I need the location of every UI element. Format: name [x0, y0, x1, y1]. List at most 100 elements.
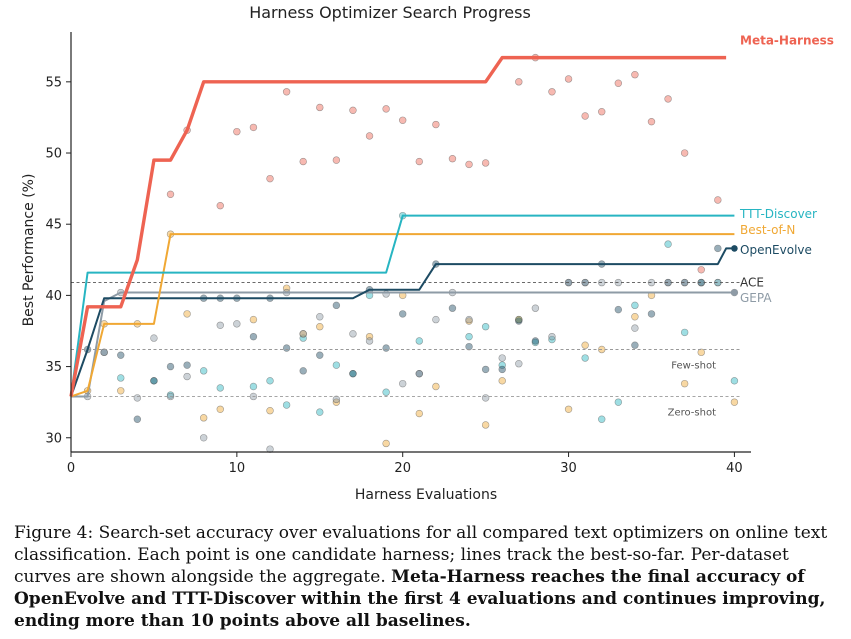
scatter-point-1-5	[249, 382, 258, 391]
scatter-point-1-3	[199, 367, 208, 375]
scatter-point-0-2	[216, 201, 224, 210]
scatter-point-3-25	[498, 365, 506, 374]
scatter-layer	[83, 53, 739, 453]
scatter-point-0-30	[697, 266, 705, 274]
series-label-gepa: GEPA	[740, 291, 772, 305]
y-tick-label-45: 45	[45, 218, 62, 233]
scatter-point-0-31	[714, 196, 722, 204]
scatter-point-2-17	[415, 409, 423, 418]
y-tick-label-55: 55	[45, 75, 62, 90]
scatter-point-3-12	[282, 344, 291, 352]
scatter-point-2-26	[631, 313, 639, 321]
series-line-ttt-discover	[70, 214, 735, 397]
scatter-point-0-19	[515, 78, 523, 86]
scatter-point-3-4	[150, 377, 158, 385]
scatter-point-0-26	[631, 71, 639, 79]
scatter-point-1-10	[332, 361, 341, 369]
figure-caption: Figure 4: Search-set accuracy over evalu…	[14, 522, 840, 632]
x-tick-label-30: 30	[560, 461, 577, 476]
series-label-meta-harness: Meta-Harness	[740, 34, 834, 48]
scatter-point-1-27	[680, 328, 689, 337]
series-line-meta-harness	[69, 55, 727, 397]
scatter-point-1-22	[581, 354, 589, 362]
scatter-point-0-29	[680, 149, 689, 157]
series-endpoint-openevolve	[731, 245, 738, 252]
scatter-point-3-24	[481, 365, 490, 374]
reference-label-ace: ACE	[740, 276, 764, 290]
chart-title: Harness Optimizer Search Progress	[249, 3, 531, 22]
scatter-point-2-7	[216, 405, 224, 413]
scatter-point-3-32	[631, 341, 639, 349]
scatter-point-1-6	[266, 377, 274, 385]
scatter-point-3-27	[531, 337, 540, 345]
scatter-point-4-9	[233, 320, 241, 328]
scatter-point-4-17	[365, 337, 374, 345]
scatter-point-1-18	[498, 361, 506, 369]
x-tick-label-10: 10	[229, 461, 246, 476]
scatter-point-2-20	[481, 421, 490, 429]
x-tick-label-40: 40	[726, 461, 743, 476]
scatter-point-0-12	[382, 105, 390, 113]
scatter-point-3-19	[399, 310, 407, 318]
scatter-point-4-15	[332, 395, 341, 404]
scatter-point-0-22	[564, 75, 573, 83]
y-tick-label-50: 50	[45, 147, 62, 162]
scatter-point-1-13	[382, 388, 390, 396]
series-line-best-of-n	[70, 233, 735, 398]
scatter-point-2-15	[382, 439, 390, 448]
scatter-point-1-17	[481, 323, 490, 331]
scatter-point-4-6	[183, 372, 191, 381]
scatter-point-4-26	[515, 360, 523, 368]
scatter-point-0-6	[282, 88, 291, 96]
scatter-point-4-7	[199, 434, 208, 442]
scatter-point-1-25	[631, 301, 639, 310]
scatter-point-3-33	[647, 310, 656, 318]
y-axis-label: Best Performance (%)	[21, 174, 37, 327]
scatter-point-1-24	[614, 398, 623, 406]
scatter-point-3-5	[166, 362, 175, 371]
series-label-best-of-n: Best-of-N	[740, 223, 795, 237]
scatter-point-4-14	[316, 313, 324, 321]
scatter-point-4-8	[216, 321, 224, 329]
scatter-point-2-6	[199, 414, 208, 422]
series-endpoint-gepa	[731, 289, 738, 296]
scatter-point-0-14	[415, 157, 423, 166]
scatter-point-1-16	[465, 332, 473, 341]
x-axis-label: Harness Evaluations	[355, 487, 497, 503]
scatter-point-4-16	[349, 330, 357, 338]
scatter-point-2-28	[680, 379, 689, 388]
scatter-point-1-9	[316, 408, 324, 416]
scatter-point-0-28	[664, 95, 672, 103]
y-tick-label-40: 40	[45, 289, 62, 304]
scatter-point-2-23	[564, 405, 573, 413]
scatter-point-0-17	[465, 160, 473, 169]
series-labels: Meta-Harness TTT-Discover Best-of-N OpenEvo…	[668, 34, 834, 419]
scatter-point-0-21	[548, 88, 556, 96]
series-line-openevolve	[70, 247, 735, 397]
scatter-point-0-5	[266, 174, 274, 183]
scatter-point-2-12	[316, 323, 324, 331]
axes: 0 10 20 30 40 30 35 40 45 50 55	[45, 32, 751, 476]
scatter-point-3-13	[299, 367, 307, 375]
caption-prefix: Figure 4:	[14, 523, 94, 543]
scatter-point-2-21	[498, 377, 506, 385]
scatter-point-1-26	[664, 240, 672, 248]
scatter-point-1-23	[598, 415, 606, 423]
scatter-point-4-20	[415, 369, 423, 378]
scatter-point-3-26	[515, 317, 523, 325]
y-tick-label-30: 30	[45, 431, 62, 446]
scatter-point-4-28	[548, 332, 556, 341]
scatter-point-2-29	[697, 348, 705, 357]
scatter-point-4-4	[150, 334, 158, 342]
scatter-point-2-2	[117, 387, 125, 395]
scatter-point-0-13	[399, 116, 407, 124]
scatter-point-3-22	[448, 304, 457, 312]
scatter-point-1-30	[730, 377, 739, 385]
scatter-point-0-25	[614, 79, 623, 87]
scatter-point-0-4	[249, 123, 258, 132]
scatter-point-0-15	[432, 120, 440, 129]
scatter-point-0-3	[233, 127, 241, 136]
scatter-point-1-4	[216, 384, 224, 392]
scatter-point-2-13	[332, 398, 341, 406]
scatter-point-0-8	[316, 103, 324, 112]
